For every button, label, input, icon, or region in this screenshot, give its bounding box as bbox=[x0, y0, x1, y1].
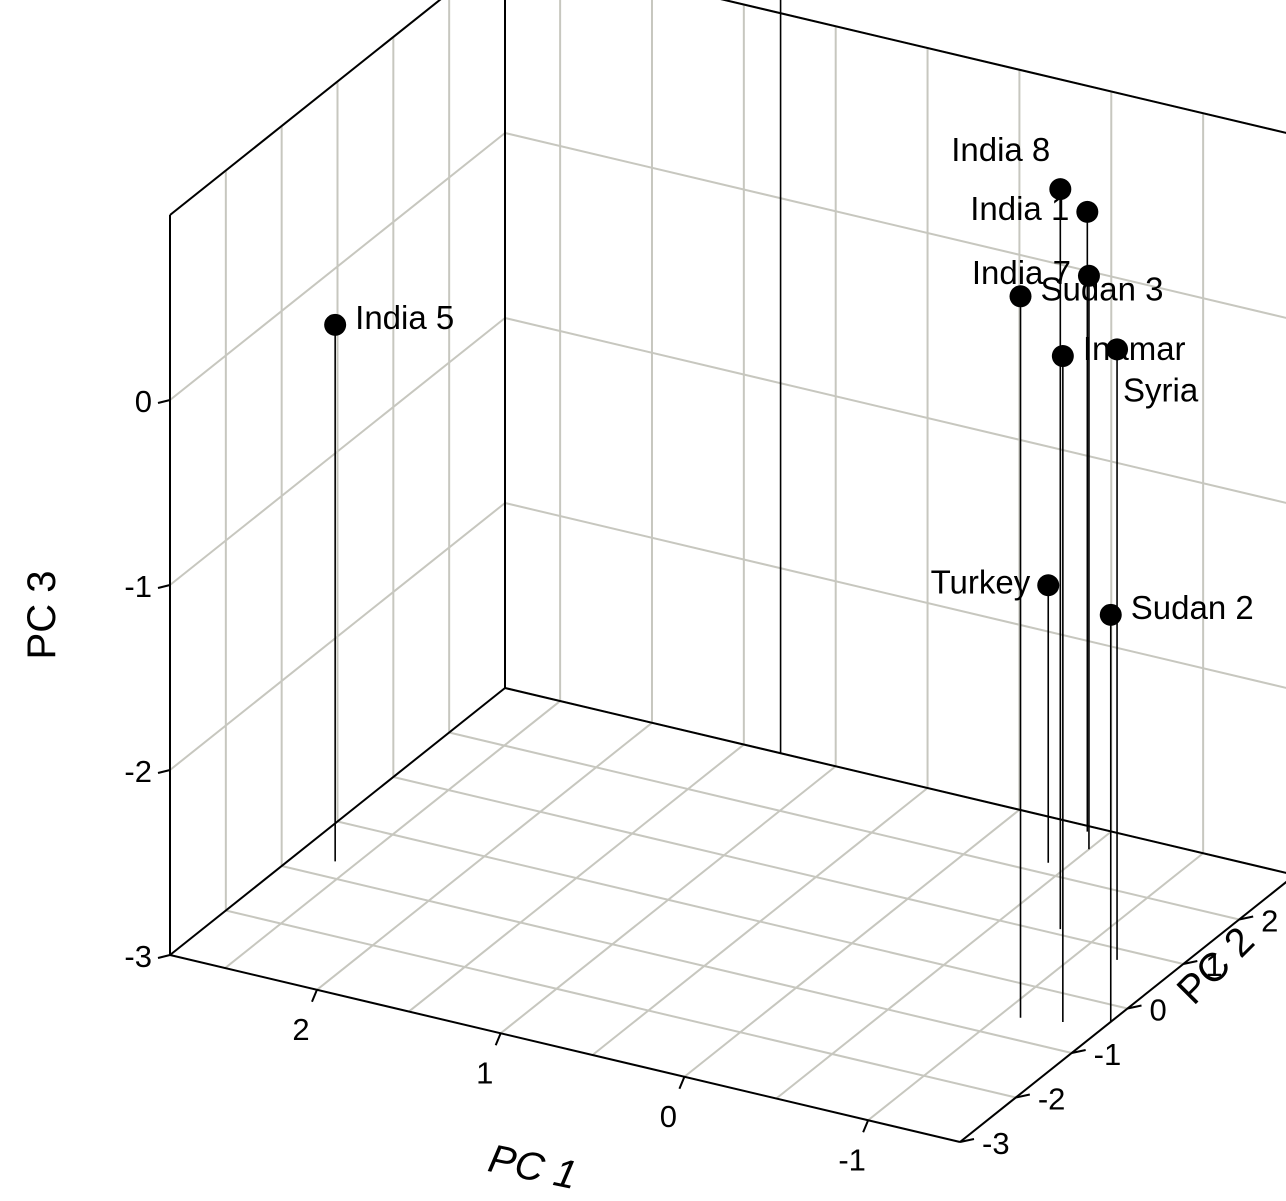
data-point bbox=[1052, 345, 1074, 367]
pc1-tick-label: 2 bbox=[292, 1012, 309, 1047]
pc1-axis-label: PC 1 bbox=[485, 1137, 581, 1199]
box-edge-line bbox=[505, 688, 1286, 875]
point-label: India 8 bbox=[951, 131, 1050, 168]
pc1-tick-label: 0 bbox=[660, 1099, 677, 1134]
data-point bbox=[1100, 604, 1122, 626]
data-point bbox=[1078, 265, 1100, 287]
data-point bbox=[1106, 338, 1128, 360]
pc3-tick-mark bbox=[158, 955, 170, 958]
point-label: Turkey bbox=[931, 563, 1031, 600]
pc2-tick-label: 0 bbox=[1150, 993, 1167, 1028]
floor-grid-line bbox=[449, 733, 1239, 920]
point-label: India 1 bbox=[970, 190, 1069, 227]
pc1-tick-mark bbox=[312, 990, 317, 1002]
pc2-axis-label: PC 2 bbox=[1169, 919, 1263, 1013]
pc3-tick-label: -2 bbox=[124, 754, 152, 789]
pc1-tick-label: -1 bbox=[838, 1142, 866, 1177]
pc1-tick-mark bbox=[863, 1120, 868, 1132]
pc3-tick-mark bbox=[158, 400, 170, 403]
data-point bbox=[324, 314, 346, 336]
pc2-tick-label: -3 bbox=[982, 1126, 1010, 1161]
pc2-tick-label: -2 bbox=[1038, 1082, 1066, 1117]
pc2-tick-label: -1 bbox=[1094, 1037, 1122, 1072]
pc2-tick-label: 2 bbox=[1261, 904, 1278, 939]
back-wall-grid-line bbox=[505, 0, 1286, 135]
pc3-tick-label: 0 bbox=[135, 384, 152, 419]
point-label: India 7 bbox=[972, 254, 1071, 291]
point-label: Sudan 2 bbox=[1131, 589, 1254, 626]
pc3-tick-label: -1 bbox=[124, 569, 152, 604]
point-label: India 5 bbox=[355, 299, 454, 336]
back-wall-grid-line bbox=[505, 133, 1286, 320]
pc1-tick-label: 1 bbox=[476, 1055, 493, 1090]
point-label: Syria bbox=[1123, 371, 1199, 408]
pc3-tick-mark bbox=[158, 770, 170, 773]
pc3-tick-label: -3 bbox=[124, 939, 152, 974]
grid-lines bbox=[170, 0, 1286, 1142]
data-point bbox=[1037, 574, 1059, 596]
point-label: Inamar bbox=[1083, 330, 1186, 367]
box-edge-line bbox=[505, 0, 1286, 135]
data-point bbox=[1076, 201, 1098, 223]
pc1-tick-mark bbox=[679, 1077, 684, 1089]
pc3-axis-label: PC 3 bbox=[20, 571, 64, 660]
pc3-tick-mark bbox=[158, 585, 170, 588]
pc1-tick-mark bbox=[496, 1033, 501, 1045]
